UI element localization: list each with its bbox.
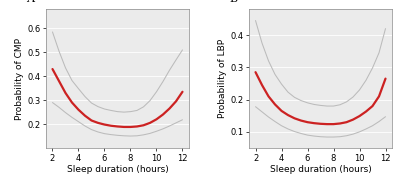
Text: B: B [229, 0, 237, 4]
Text: A: A [26, 0, 34, 4]
Y-axis label: Probability of CMP: Probability of CMP [16, 38, 24, 120]
X-axis label: Sleep duration (hours): Sleep duration (hours) [67, 165, 168, 174]
Y-axis label: Probability of LBP: Probability of LBP [218, 39, 228, 118]
X-axis label: Sleep duration (hours): Sleep duration (hours) [270, 165, 371, 174]
